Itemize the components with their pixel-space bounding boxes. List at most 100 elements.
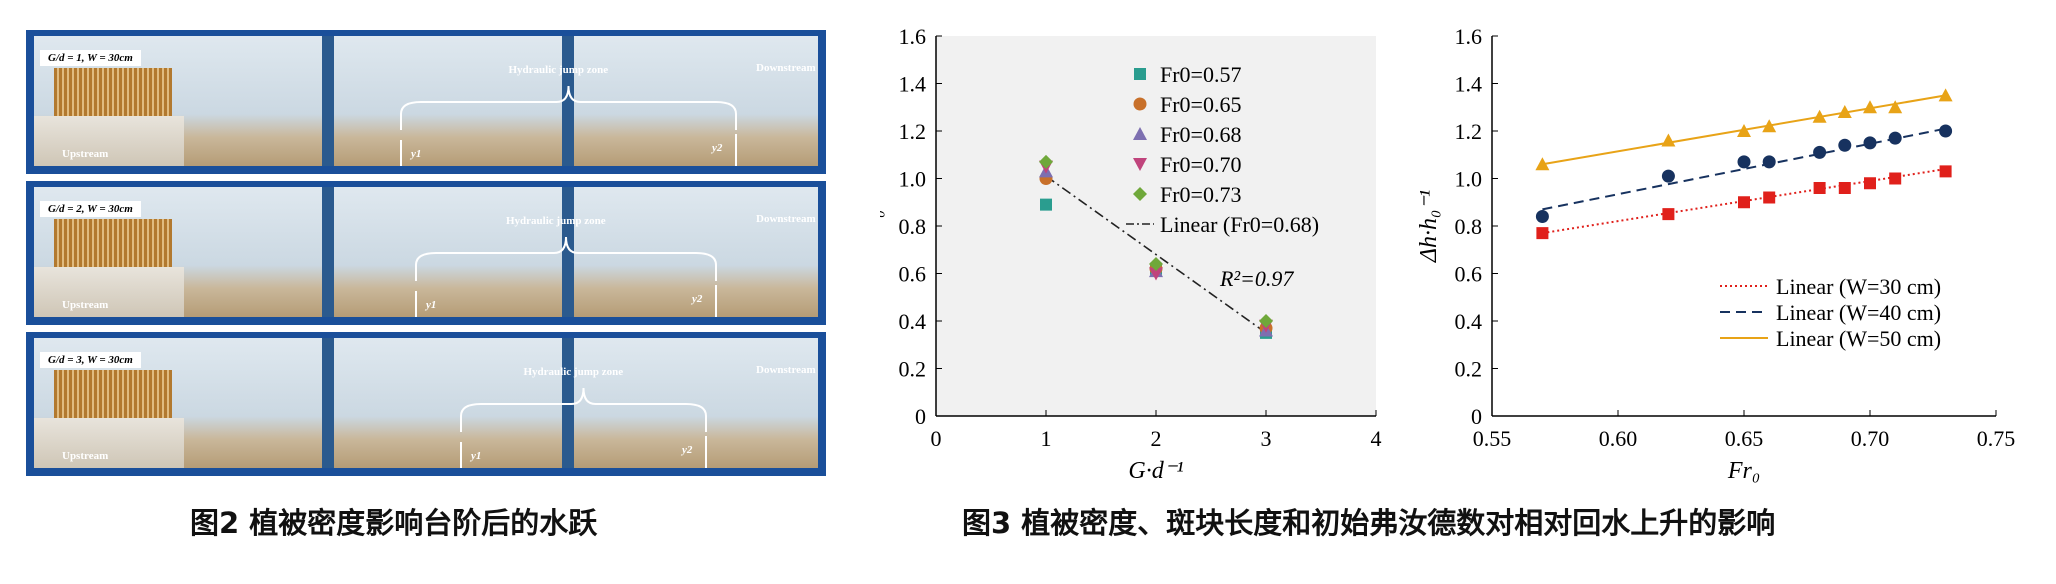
hydraulic-jump-photo-panel: G/d = 1, W = 30cm Upstream Downstream Hydra… <box>26 30 826 476</box>
y1-label: y1 <box>411 148 422 160</box>
y-tick-label: 0.2 <box>899 357 927 382</box>
y-tick-label: 0.4 <box>1455 309 1483 334</box>
data-point <box>1888 100 1903 114</box>
y2-label: y2 <box>712 142 723 154</box>
data-point <box>1133 127 1147 140</box>
upstream-label: Upstream <box>62 450 109 462</box>
figure3-caption: 图3 植被密度、斑块长度和初始弗汝德数对相对回水上升的影响 <box>962 506 1776 540</box>
data-point <box>1838 138 1852 152</box>
data-point <box>1662 208 1675 221</box>
y-tick-label: 0.8 <box>1455 214 1483 239</box>
x-axis-label: G·d⁻¹ <box>1128 458 1183 484</box>
data-point <box>1661 133 1676 147</box>
data-point <box>1763 191 1776 204</box>
flume-photo: G/d = 3, W = 30cm Upstream Downstream Hydra… <box>26 332 826 476</box>
y-tick-label: 1.2 <box>899 119 927 144</box>
y-tick-label: 1.0 <box>899 167 927 192</box>
data-point <box>1149 257 1163 271</box>
data-point <box>1738 196 1750 209</box>
data-point <box>1535 210 1549 223</box>
data-point <box>1837 105 1852 118</box>
data-point <box>1133 97 1147 111</box>
data-point <box>1888 131 1902 145</box>
y-tick-label: 0 <box>1471 404 1482 429</box>
flume-photo: G/d = 1, W = 30cm Upstream Downstream Hydra… <box>26 30 826 174</box>
jump-zone-label: Hydraulic jump zone <box>506 215 606 227</box>
y1-label: y1 <box>426 299 437 311</box>
y-tick-label: 0.6 <box>1455 262 1483 287</box>
data-point <box>1889 172 1902 185</box>
data-point <box>1813 182 1826 194</box>
legend-label: Linear (W=50 cm) <box>1776 326 1941 351</box>
data-point <box>1259 314 1273 328</box>
downstream-label: Downstream <box>756 364 816 376</box>
vegetation-patch <box>54 68 172 116</box>
data-point <box>1864 177 1876 190</box>
upstream-label: Upstream <box>62 148 109 160</box>
data-point <box>1863 136 1877 150</box>
photo-tag: G/d = 2, W = 30cm <box>40 201 141 217</box>
legend-label: Fr0=0.68 <box>1160 122 1241 147</box>
data-point <box>1812 109 1827 123</box>
data-point <box>1762 119 1777 133</box>
figure2-caption: 图2 植被密度影响台阶后的水跃 <box>190 506 598 540</box>
jump-zone-brace <box>400 85 737 166</box>
y-tick-label: 0.2 <box>1455 357 1483 382</box>
data-point <box>1661 169 1675 183</box>
r-squared-annotation: R²=0.97 <box>1219 266 1294 291</box>
y2-label: y2 <box>682 444 693 456</box>
fit-line <box>1045 175 1267 334</box>
step-block <box>34 418 184 468</box>
x-tick-label: 0.75 <box>1977 426 2016 451</box>
jump-zone-label: Hydraulic jump zone <box>523 366 624 378</box>
y-tick-label: 1.4 <box>1455 72 1483 97</box>
y-axis-label: Δh·h₀⁻¹ <box>880 190 886 263</box>
fit-line <box>1542 127 1946 211</box>
photo-tag: G/d = 3, W = 30cm <box>40 352 141 368</box>
data-point <box>1939 124 1953 138</box>
x-tick-label: 0.70 <box>1851 426 1890 451</box>
legend-label: Linear (Fr0=0.68) <box>1160 212 1319 237</box>
flume-photo: G/d = 2, W = 30cm Upstream Downstream Hydra… <box>26 181 826 325</box>
x-tick-label: 0.60 <box>1599 426 1638 451</box>
y-tick-label: 1.6 <box>1455 24 1483 49</box>
flume-post <box>562 36 574 166</box>
data-point <box>1762 155 1776 169</box>
y-tick-label: 0.6 <box>899 262 927 287</box>
data-point <box>1149 267 1163 281</box>
y-tick-label: 1.6 <box>899 24 927 49</box>
jump-zone-label: Hydraulic jump zone <box>508 64 609 76</box>
data-point <box>1938 88 1953 102</box>
chart-relative-backwater-vs-density: 0 0.2 0.4 0.6 0.8 1.0 1.2 1.4 1.6 0 1 2 3 4 G·d⁻¹ Δh·h₀… <box>880 24 1382 484</box>
data-point <box>1134 68 1146 80</box>
data-point <box>1133 158 1147 171</box>
x-tick-label: 2 <box>1151 426 1162 451</box>
legend-label: Fr0=0.57 <box>1160 62 1241 87</box>
flume-post <box>562 187 574 317</box>
upstream-label: Upstream <box>62 299 109 311</box>
data-point <box>1133 187 1147 201</box>
x-tick-label: 0.55 <box>1473 426 1512 451</box>
data-point <box>1863 100 1877 114</box>
data-point <box>1939 165 1952 178</box>
step-block <box>34 267 184 317</box>
data-point <box>1039 154 1053 169</box>
x-tick-label: 0.65 <box>1725 426 1764 451</box>
data-point <box>1838 182 1851 194</box>
downstream-label: Downstream <box>756 213 816 225</box>
y-tick-label: 1.0 <box>1455 167 1483 192</box>
fit-line <box>1542 168 1946 235</box>
legend-label: Fr0=0.65 <box>1160 92 1241 117</box>
x-axis-label: Fr₀ <box>1727 458 1760 484</box>
y-tick-label: 0 <box>915 404 926 429</box>
legend-label: Linear (W=40 cm) <box>1776 300 1941 325</box>
x-tick-label: 3 <box>1261 426 1272 451</box>
x-tick-label: 0 <box>931 426 942 451</box>
y-tick-label: 1.2 <box>1455 119 1483 144</box>
y-axis-label: Δh·h₀⁻¹ <box>1416 190 1442 263</box>
jump-zone-brace <box>460 387 707 468</box>
plot-area <box>936 36 1376 416</box>
chart-relative-backwater-vs-froude: 0 0.2 0.4 0.6 0.8 1.0 1.2 1.4 1.6 0.55 0.60 0.65 0.7… <box>1416 24 2016 484</box>
photo-tag: G/d = 1, W = 30cm <box>40 50 141 66</box>
data-point <box>1535 157 1550 171</box>
